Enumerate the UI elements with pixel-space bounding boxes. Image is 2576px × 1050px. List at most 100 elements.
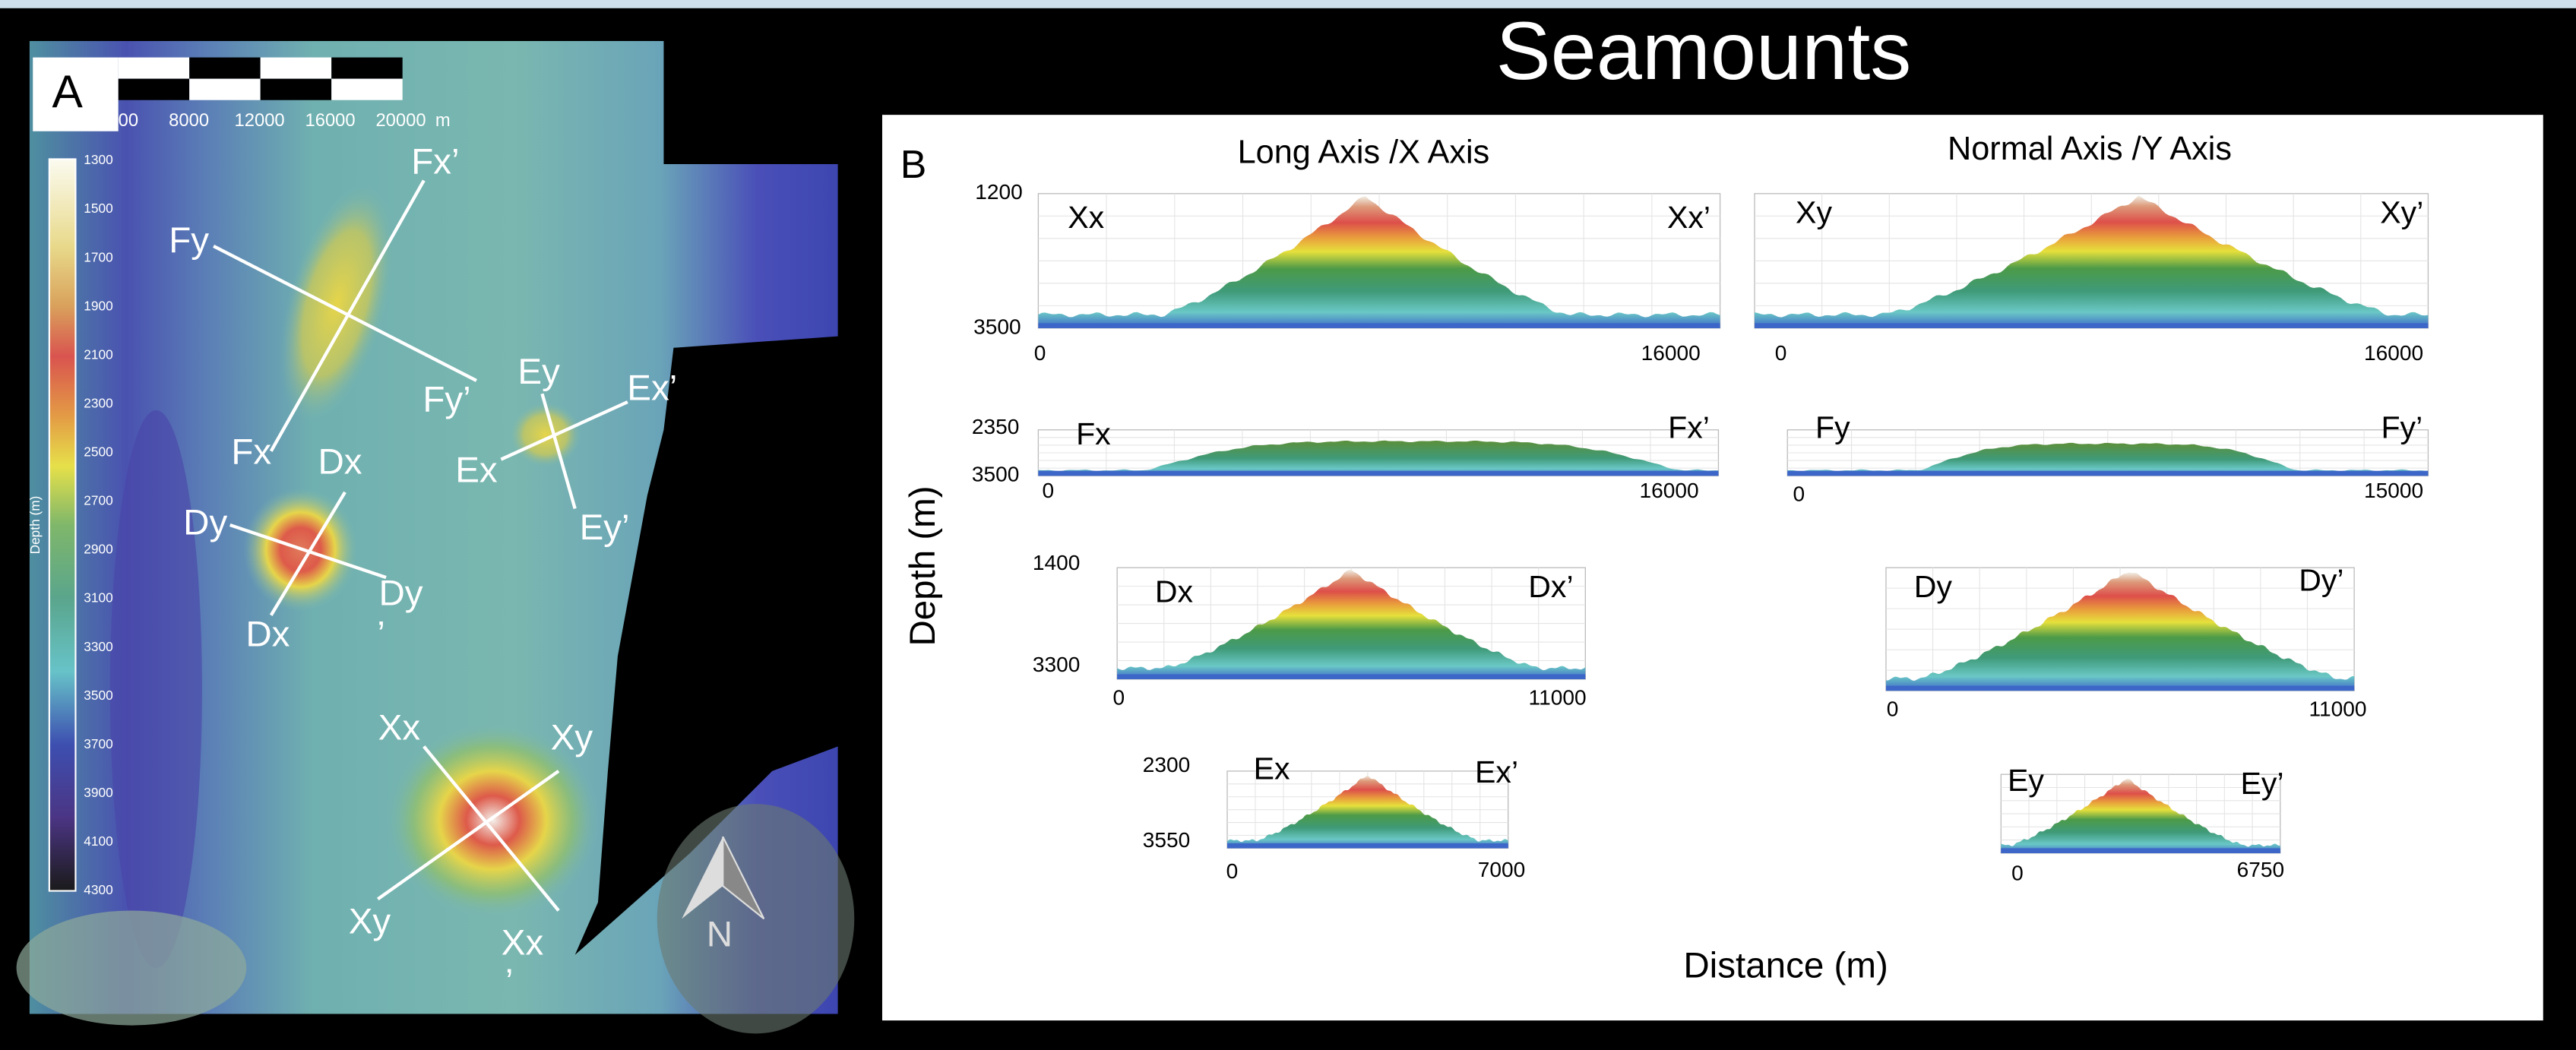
distance-label: 11000 (1529, 685, 1587, 709)
profile-base (1787, 470, 2429, 476)
profile-end-label: Fy’ (2381, 410, 2423, 445)
depth-label: 3550 (1143, 828, 1191, 852)
profile-line (540, 393, 577, 509)
trough (109, 410, 202, 969)
profile-line (229, 523, 387, 580)
profile-label: ’ (377, 614, 385, 654)
depth-label: 3500 (973, 315, 1021, 338)
profile-start-label: Xx (1068, 200, 1104, 235)
colorbar-tick-label: 2300 (84, 395, 112, 410)
depth-label: 1400 (1033, 551, 1081, 574)
seamount-e (509, 402, 582, 468)
profile-label: Fx (231, 432, 271, 473)
distance-label: 0 (1043, 479, 1055, 502)
profile-base (1117, 674, 1586, 679)
profile-label: Ey’ (580, 508, 630, 548)
profile-start-label: Dx (1155, 574, 1194, 609)
scale-bar-segment (260, 78, 332, 100)
depth-label: 3300 (1033, 653, 1081, 676)
distance-label: 0 (1226, 859, 1239, 883)
distance-label: 6750 (2237, 858, 2285, 881)
distance-label: 16000 (1640, 479, 1699, 502)
distance-label: 7000 (1478, 858, 1526, 881)
distance-label: 15000 (2364, 479, 2423, 502)
shelf (16, 910, 247, 1026)
colorbar (48, 158, 77, 892)
seamount-f (279, 184, 394, 423)
profile-label: Ex (455, 450, 498, 490)
profile-line (213, 244, 477, 382)
shelf (657, 804, 855, 1034)
distance-label: 0 (1793, 482, 1805, 506)
profile-label: Dy (183, 503, 227, 543)
colorbar-tick-label: 3300 (84, 639, 112, 654)
profile-line (500, 400, 628, 461)
scale-bar-label: 20000 (375, 110, 426, 131)
profile-label: Xy (349, 901, 391, 941)
profile-label: Ey (517, 352, 560, 392)
profile-base (1038, 470, 1719, 476)
column-title: Normal Axis /Y Axis (1948, 131, 2232, 167)
profile-shape (1755, 195, 2429, 328)
y-axis-title: Depth (m) (903, 485, 943, 646)
colorbar-tick-label: 1700 (84, 249, 112, 264)
colorbar-tick-label: 2900 (84, 542, 112, 557)
scale-bar-label: 16000 (305, 110, 356, 131)
scale-bar-segment (189, 78, 261, 100)
profile-label: ’ (505, 962, 514, 1002)
distance-label: 0 (2011, 861, 2024, 884)
scale-bar-label: 12000 (235, 110, 285, 131)
colorbar-tick-label: 1900 (84, 298, 112, 313)
colorbar-tick-label: 2500 (84, 444, 112, 460)
profile-start-label: Ey (2008, 763, 2044, 798)
profile-base (2001, 848, 2280, 853)
profile-label: Dx (245, 614, 290, 654)
distance-label: 0 (1112, 685, 1125, 709)
distance-label: 16000 (1641, 341, 1701, 365)
panel-label: B (900, 142, 927, 186)
profile-label: Dy (378, 573, 422, 613)
colorbar-tick-label: 4100 (84, 833, 112, 849)
profile-end-label: Fx’ (1668, 410, 1710, 445)
profile-shape (1787, 442, 2429, 476)
scale-bar-segment (331, 78, 403, 100)
profile-shape (1038, 440, 1719, 476)
distance-label: 0 (1034, 341, 1046, 365)
profiles: Xx Xx’ 0 16000 1200 3500 Xy Xy’ 0 16000 Fx Fx’ 0 1600… (972, 180, 2429, 884)
profile-base (1038, 323, 1720, 328)
title: Seamounts (1496, 5, 1912, 96)
profile-start-label: Fy (1815, 410, 1850, 445)
profile-end-label: Dx’ (1528, 569, 1573, 604)
map-panel: N Depth (m) 1300 1500 1700 1900 2100 2300 2500… (16, 40, 855, 1034)
profile-end-label: Xy’ (2380, 195, 2423, 230)
colorbar-tick-label: 3900 (84, 785, 112, 800)
top-strip (0, 0, 2576, 8)
profile-shape (2001, 778, 2280, 853)
distance-label: 0 (1775, 341, 1787, 365)
scale-bar-segment (189, 57, 261, 79)
profile-label: Ex’ (627, 368, 677, 409)
profile-shape (1117, 569, 1586, 679)
depth-label: 3500 (972, 463, 1020, 486)
profile-label: Fy (169, 220, 209, 261)
colorbar-title: Depth (m) (27, 496, 43, 555)
colorbar-tick-label: 2700 (84, 493, 112, 508)
panel-label-box (33, 57, 119, 131)
colorbar-tick-label: 1300 (84, 152, 112, 167)
profile-label: Dx (318, 442, 362, 482)
scale-bar-segment (331, 57, 403, 79)
profile-end-label: Xx’ (1667, 200, 1710, 235)
column-title: Long Axis /X Axis (1238, 134, 1490, 170)
profile-line (422, 745, 560, 912)
profile-shape (1038, 196, 1720, 328)
profile-shape (1885, 572, 2355, 691)
profile-line (377, 770, 560, 901)
colorbar-tick-label: 3500 (84, 688, 112, 703)
profile-line (269, 491, 347, 616)
profile-base (1227, 843, 1508, 849)
scale-bar-segment (118, 57, 190, 79)
profile-start-label: Dy (1914, 569, 1953, 604)
